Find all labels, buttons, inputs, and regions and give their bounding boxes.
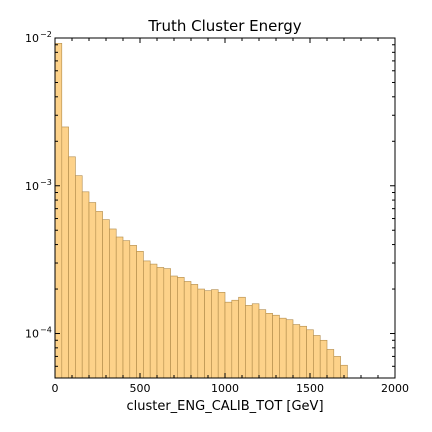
histogram-bar <box>319 339 328 379</box>
histogram-bar <box>211 289 219 379</box>
histogram-bar <box>224 301 233 379</box>
histogram-bar <box>333 356 341 379</box>
x-axis-label: cluster_ENG_CALIB_TOT [GeV] <box>126 399 323 414</box>
histogram-bar <box>115 236 124 379</box>
histogram-bar <box>136 251 144 379</box>
histogram-bar <box>197 288 205 379</box>
histogram-bar <box>258 309 267 379</box>
histogram-bar <box>285 319 294 379</box>
histogram-bar <box>61 126 69 379</box>
histogram-bar <box>54 43 63 379</box>
chart-title: Truth Cluster Energy <box>147 17 301 35</box>
histogram-bar <box>81 191 90 379</box>
plot-frame <box>54 37 396 379</box>
x-tick-label: 500 <box>130 382 151 395</box>
histogram-bar <box>217 292 226 379</box>
histogram-bar <box>149 263 158 379</box>
histogram-bar <box>251 303 260 379</box>
histogram-bar <box>292 324 301 379</box>
histogram-bar <box>75 175 83 379</box>
histogram-bar <box>95 211 103 379</box>
histogram-bar <box>109 228 117 379</box>
y-tick-exponent: −4 <box>40 326 52 335</box>
histogram-bar <box>122 240 131 379</box>
y-tick-label: 10 <box>25 328 39 341</box>
histogram-bar <box>88 202 97 379</box>
y-tick-exponent: −2 <box>40 30 52 39</box>
x-tick-label: 1500 <box>296 382 324 395</box>
histogram-bar <box>68 156 76 379</box>
x-tick-label: 2000 <box>381 382 409 395</box>
histogram-bar <box>238 296 246 379</box>
y-tick-label: 10 <box>25 180 39 193</box>
histogram-bar <box>163 268 171 379</box>
histogram-bar <box>279 317 287 379</box>
histogram-bar <box>245 305 253 379</box>
histogram-bar <box>183 281 192 379</box>
histogram-bar <box>177 277 185 379</box>
x-tick-label: 0 <box>52 382 59 395</box>
histogram-bar <box>272 314 280 379</box>
histogram-bar <box>306 329 314 379</box>
histogram-bar <box>102 219 110 379</box>
histogram-bar <box>170 275 178 379</box>
histogram-bar <box>156 267 165 379</box>
bars-group <box>54 43 348 379</box>
histogram-bar <box>299 325 307 379</box>
histogram-bar <box>129 245 137 379</box>
y-tick-label: 10 <box>25 32 39 45</box>
x-tick-label: 1000 <box>211 382 239 395</box>
histogram-bar <box>143 260 151 379</box>
histogram-bar <box>204 290 212 379</box>
y-tick-exponent: −3 <box>40 178 52 187</box>
histogram-bar <box>265 313 273 379</box>
histogram-bar <box>313 335 321 379</box>
histogram-bar <box>326 349 335 379</box>
histogram-bar <box>190 284 199 379</box>
histogram-bar <box>231 299 239 379</box>
